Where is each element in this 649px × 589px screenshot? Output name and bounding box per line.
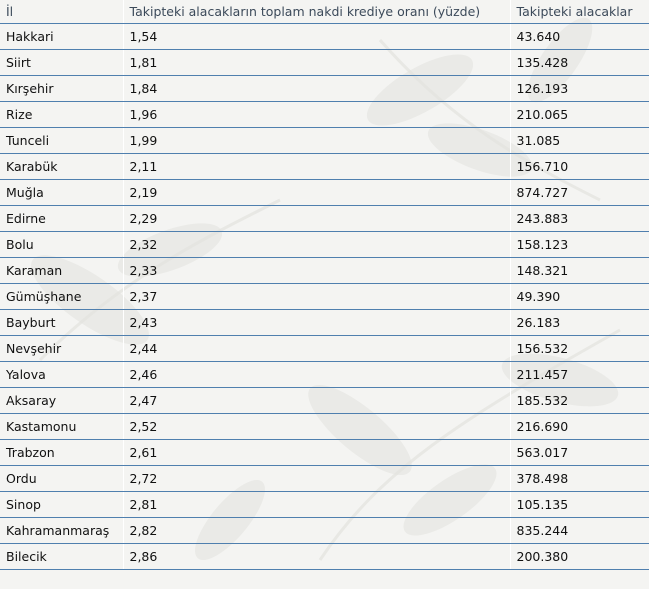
cell-ratio: 1,96 — [122, 101, 510, 128]
cell-province: Bayburt — [0, 309, 123, 336]
cell-province: Ordu — [0, 465, 123, 492]
cell-ratio: 2,43 — [122, 309, 510, 336]
cell-province: Hakkari — [0, 23, 123, 50]
table-row: Yalova 2,46 211.457 — [0, 361, 649, 388]
cell-ratio: 1,81 — [122, 49, 510, 76]
table-row: Kahramanmaraş 2,82 835.244 — [0, 517, 649, 544]
cell-ratio: 2,81 — [122, 491, 510, 518]
table-header-row: İl Takipteki alacakların toplam nakdi kr… — [0, 0, 649, 24]
cell-receivables: 135.428 — [509, 49, 649, 76]
header-province[interactable]: İl — [0, 0, 123, 24]
data-table-container: İl Takipteki alacakların toplam nakdi kr… — [0, 0, 649, 570]
cell-ratio: 2,29 — [122, 205, 510, 232]
cell-ratio: 2,61 — [122, 439, 510, 466]
cell-province: Gümüşhane — [0, 283, 123, 310]
table-row: Trabzon 2,61 563.017 — [0, 439, 649, 466]
table-row: Kastamonu 2,52 216.690 — [0, 413, 649, 440]
cell-province: Nevşehir — [0, 335, 123, 362]
cell-receivables: 243.883 — [509, 205, 649, 232]
cell-province: Kahramanmaraş — [0, 517, 123, 544]
cell-province: Edirne — [0, 205, 123, 232]
cell-receivables: 26.183 — [509, 309, 649, 336]
table-row: Rize 1,96 210.065 — [0, 101, 649, 128]
table-row: Edirne 2,29 243.883 — [0, 205, 649, 232]
cell-province: Tunceli — [0, 127, 123, 154]
cell-ratio: 2,86 — [122, 543, 510, 570]
cell-province: Bilecik — [0, 543, 123, 570]
cell-receivables: 216.690 — [509, 413, 649, 440]
cell-province: Rize — [0, 101, 123, 128]
cell-receivables: 874.727 — [509, 179, 649, 206]
table-row: Hakkari 1,54 43.640 — [0, 23, 649, 50]
table-row: Kırşehir 1,84 126.193 — [0, 75, 649, 102]
cell-receivables: 31.085 — [509, 127, 649, 154]
cell-ratio: 2,33 — [122, 257, 510, 284]
cell-receivables: 49.390 — [509, 283, 649, 310]
cell-receivables: 378.498 — [509, 465, 649, 492]
table-row: Karabük 2,11 156.710 — [0, 153, 649, 180]
table-row: Sinop 2,81 105.135 — [0, 491, 649, 518]
table-row: Bayburt 2,43 26.183 — [0, 309, 649, 336]
cell-province: Yalova — [0, 361, 123, 388]
cell-province: Trabzon — [0, 439, 123, 466]
data-table: İl Takipteki alacakların toplam nakdi kr… — [0, 0, 649, 570]
table-row: Gümüşhane 2,37 49.390 — [0, 283, 649, 310]
table-row: Bolu 2,32 158.123 — [0, 231, 649, 258]
cell-ratio: 2,32 — [122, 231, 510, 258]
cell-receivables: 835.244 — [509, 517, 649, 544]
cell-receivables: 43.640 — [509, 23, 649, 50]
cell-ratio: 2,72 — [122, 465, 510, 492]
cell-receivables: 185.532 — [509, 387, 649, 414]
table-row: Muğla 2,19 874.727 — [0, 179, 649, 206]
cell-ratio: 2,37 — [122, 283, 510, 310]
cell-province: Siirt — [0, 49, 123, 76]
header-ratio[interactable]: Takipteki alacakların toplam nakdi kredi… — [122, 0, 510, 24]
table-row: Aksaray 2,47 185.532 — [0, 387, 649, 414]
cell-ratio: 2,44 — [122, 335, 510, 362]
cell-ratio: 2,82 — [122, 517, 510, 544]
header-receivables[interactable]: Takipteki alacaklar — [509, 0, 649, 24]
cell-province: Aksaray — [0, 387, 123, 414]
cell-province: Karabük — [0, 153, 123, 180]
table-row: Nevşehir 2,44 156.532 — [0, 335, 649, 362]
cell-ratio: 1,84 — [122, 75, 510, 102]
cell-ratio: 2,19 — [122, 179, 510, 206]
cell-receivables: 126.193 — [509, 75, 649, 102]
cell-ratio: 2,52 — [122, 413, 510, 440]
cell-ratio: 2,46 — [122, 361, 510, 388]
cell-province: Muğla — [0, 179, 123, 206]
table-row: Tunceli 1,99 31.085 — [0, 127, 649, 154]
cell-receivables: 210.065 — [509, 101, 649, 128]
cell-receivables: 105.135 — [509, 491, 649, 518]
table-row: Siirt 1,81 135.428 — [0, 49, 649, 76]
cell-receivables: 156.710 — [509, 153, 649, 180]
cell-province: Sinop — [0, 491, 123, 518]
table-body: Hakkari 1,54 43.640 Siirt 1,81 135.428 Kırşehi… — [0, 23, 649, 570]
cell-province: Bolu — [0, 231, 123, 258]
table-row: Karaman 2,33 148.321 — [0, 257, 649, 284]
table-row: Bilecik 2,86 200.380 — [0, 543, 649, 570]
cell-ratio: 1,99 — [122, 127, 510, 154]
cell-province: Kırşehir — [0, 75, 123, 102]
cell-ratio: 2,11 — [122, 153, 510, 180]
cell-province: Kastamonu — [0, 413, 123, 440]
cell-province: Karaman — [0, 257, 123, 284]
cell-ratio: 2,47 — [122, 387, 510, 414]
cell-receivables: 158.123 — [509, 231, 649, 258]
cell-ratio: 1,54 — [122, 23, 510, 50]
cell-receivables: 200.380 — [509, 543, 649, 570]
table-row: Ordu 2,72 378.498 — [0, 465, 649, 492]
cell-receivables: 563.017 — [509, 439, 649, 466]
cell-receivables: 156.532 — [509, 335, 649, 362]
cell-receivables: 211.457 — [509, 361, 649, 388]
cell-receivables: 148.321 — [509, 257, 649, 284]
